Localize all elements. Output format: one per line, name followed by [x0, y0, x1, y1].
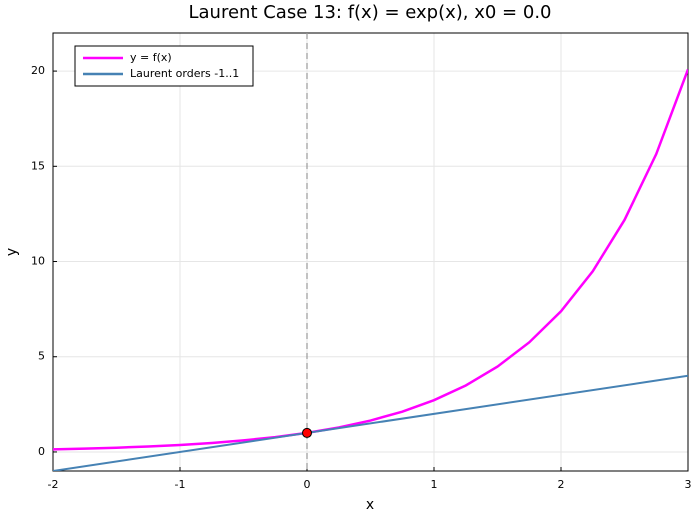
x-tick-label: 1	[431, 478, 438, 491]
legend-label: Laurent orders -1..1	[130, 67, 239, 80]
x-tick-label: 2	[558, 478, 565, 491]
x-tick-label: 0	[304, 478, 311, 491]
series-line	[53, 69, 688, 451]
y-tick-label: 15	[31, 159, 45, 172]
chart-title: Laurent Case 13: f(x) = exp(x), x0 = 0.0	[189, 2, 552, 23]
legend-label: y = f(x)	[130, 51, 172, 64]
y-tick-label: 0	[38, 445, 45, 458]
y-tick-label: 5	[38, 350, 45, 363]
x-tick-label: 3	[685, 478, 692, 491]
y-tick-label: 20	[31, 64, 45, 77]
point-marker	[302, 427, 312, 438]
x-axis-label: x	[366, 497, 374, 513]
y-tick-label: 10	[31, 255, 45, 268]
x-tick-label: -2	[48, 478, 59, 491]
plot-frame	[52, 32, 689, 472]
y-axis-label: y	[4, 248, 20, 256]
x-tick-label: -1	[175, 478, 186, 491]
legend-box	[74, 45, 254, 87]
series-line	[53, 374, 688, 471]
